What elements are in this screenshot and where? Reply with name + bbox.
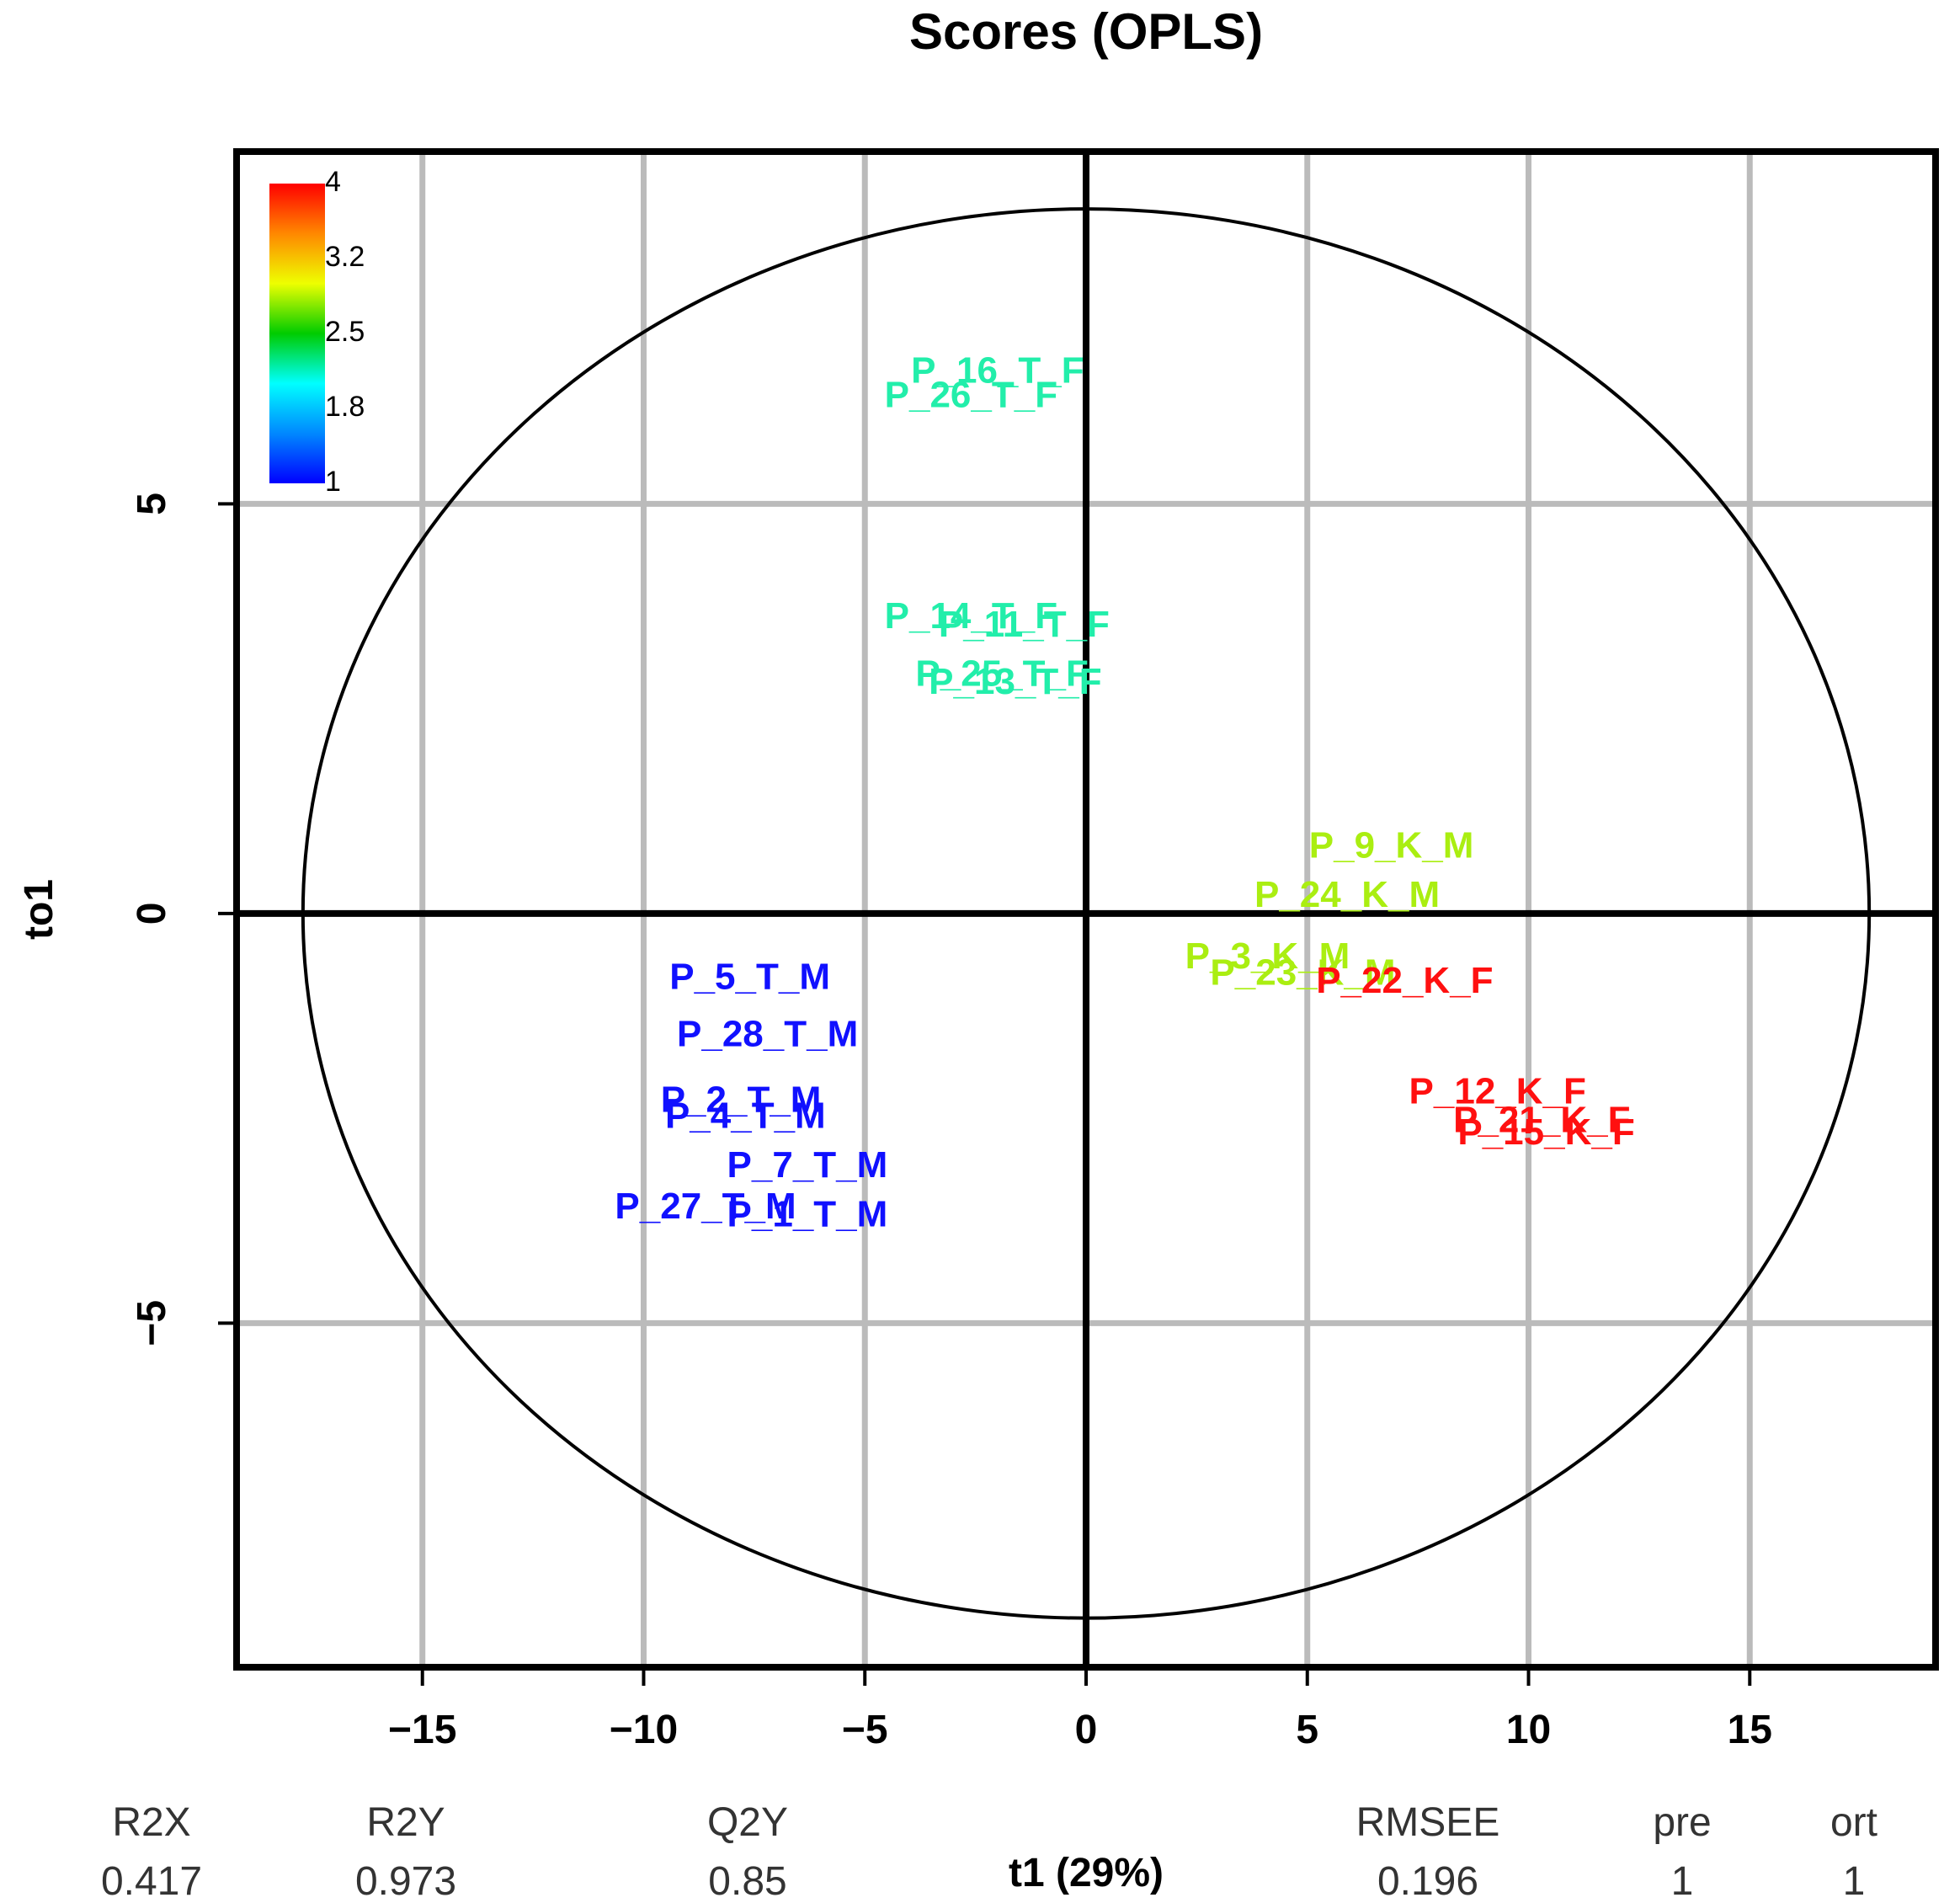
y-axis-label: to1 <box>17 879 61 940</box>
stat-name-ort: ort <box>1830 1800 1877 1845</box>
point-p-11-t-f: P_11_T_F <box>939 604 1110 645</box>
point-p-16-t-f: P_16_T_F <box>911 349 1084 391</box>
colorbar-tick-1: 3.2 <box>325 241 365 273</box>
confidence-ellipse <box>301 207 1872 1620</box>
stat-name-r2x: R2X <box>112 1800 190 1845</box>
point-p-4-t-m: P_4_T_M <box>665 1095 826 1137</box>
point-p-9-k-m: P_9_K_M <box>1309 825 1474 866</box>
point-p-25-t-f: P_25_T_F <box>915 653 1088 694</box>
y-tick-label-1: 0 <box>130 903 174 925</box>
y-tick-label-0: −5 <box>130 1300 174 1346</box>
x-tick-label-1: −10 <box>610 1708 678 1752</box>
stat-value-q2y: 0.85 <box>708 1859 786 1903</box>
x-tick-label-6: 15 <box>1728 1708 1772 1752</box>
x-tick-label-5: 10 <box>1506 1708 1551 1752</box>
stat-value-pre: 1 <box>1671 1859 1694 1903</box>
colorbar-tick-0: 4 <box>325 166 341 198</box>
point-p-21-k-f: P_21_K_F <box>1453 1100 1630 1141</box>
point-p-24-k-m: P_24_K_M <box>1254 874 1440 915</box>
point-p-12-k-f: P_12_K_F <box>1409 1071 1586 1112</box>
point-p-2-t-m: P_2_T_M <box>661 1079 822 1120</box>
colorbar-tick-2: 2.5 <box>325 316 365 348</box>
point-p-27-t-m: P_27_T_M <box>615 1186 796 1227</box>
point-p-26-t-f: P_26_T_F <box>885 375 1057 416</box>
point-p-14-t-f: P_14_T_F <box>885 595 1057 637</box>
point-p-13-t-f: P_13_T_F <box>929 661 1101 702</box>
point-p-5-t-m: P_5_T_M <box>669 956 830 997</box>
y-axis-ticks: −5 0 5 <box>130 493 237 1346</box>
model-stats: R2X 0.417 R2Y 0.973 Q2Y 0.85 RMSEE 0.196 pre 1 ort… <box>101 1800 1877 1903</box>
x-tick-label-2: −5 <box>842 1708 888 1752</box>
point-p-7-t-m: P_7_T_M <box>727 1144 888 1186</box>
x-tick-label-4: 5 <box>1296 1708 1318 1752</box>
zero-axes <box>237 152 1936 1667</box>
y-tick-label-2: 5 <box>130 493 174 515</box>
colorbar <box>269 184 325 483</box>
colorbar-tick-4: 1 <box>325 466 341 498</box>
point-p-23-k-m: P_23_K_M <box>1210 952 1395 993</box>
stat-value-r2y: 0.973 <box>355 1859 456 1903</box>
chart-title: Scores (OPLS) <box>909 3 1263 60</box>
x-tick-label-3: 0 <box>1075 1708 1098 1752</box>
point-p-22-k-f: P_22_K_F <box>1316 960 1493 1001</box>
score-points: P_5_T_M P_28_T_M P_2_T_MP_4_T_M P_7_T_MP_27… <box>615 349 1634 1234</box>
stat-name-pre: pre <box>1653 1800 1711 1845</box>
colorbar-tick-3: 1.8 <box>325 391 365 423</box>
stat-value-r2x: 0.417 <box>101 1859 202 1903</box>
stat-name-q2y: Q2Y <box>707 1800 788 1845</box>
x-tick-label-0: −15 <box>388 1708 456 1752</box>
point-p-1-t-m: P_1_T_M <box>727 1193 888 1234</box>
x-axis-label: t1 (29%) <box>1009 1851 1164 1895</box>
point-p-15-k-f: P_15_K_F <box>1457 1111 1634 1153</box>
colorbar-legend: 4 3.2 2.5 1.8 1 <box>269 166 365 498</box>
x-axis-ticks: −15 −10 −5 0 5 10 15 <box>388 1667 1772 1752</box>
point-p-3-k-m: P_3_K_M <box>1185 936 1350 977</box>
stat-value-rmsee: 0.196 <box>1377 1859 1478 1903</box>
stat-name-rmsee: RMSEE <box>1356 1800 1500 1845</box>
stat-value-ort: 1 <box>1843 1859 1866 1903</box>
stat-name-r2y: R2Y <box>366 1800 445 1845</box>
point-p-28-t-m: P_28_T_M <box>677 1013 858 1054</box>
